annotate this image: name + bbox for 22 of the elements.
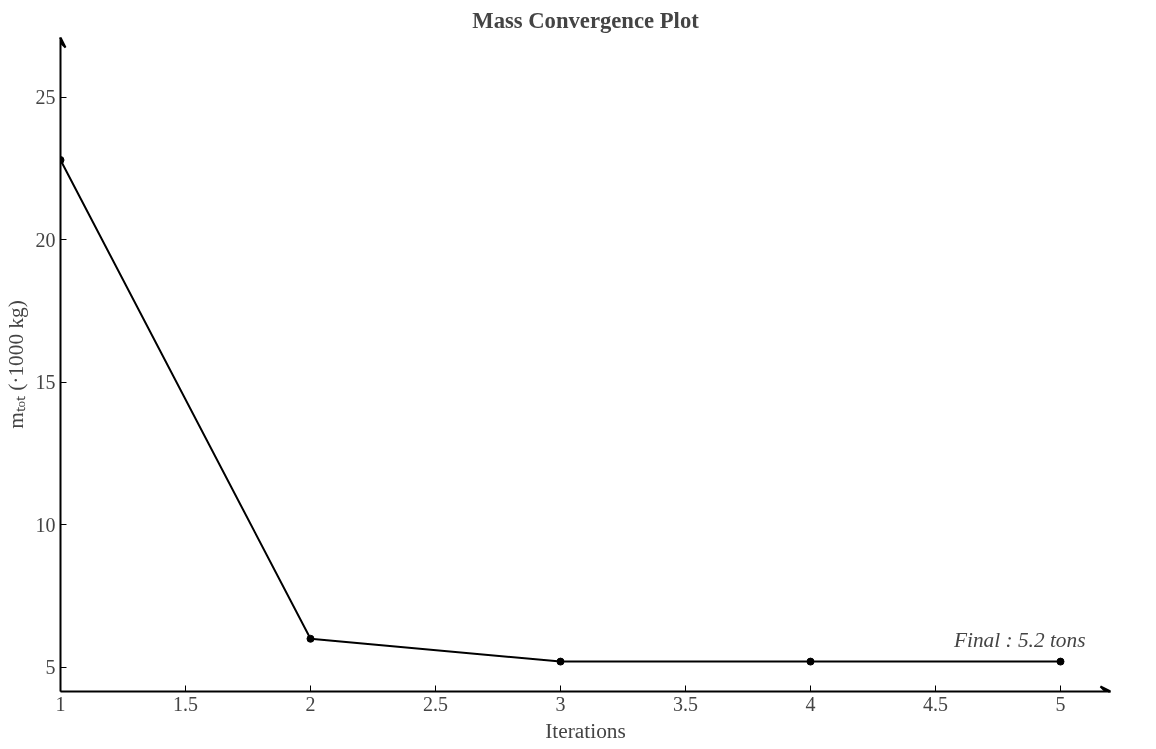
- y-tick-label: 20: [35, 228, 56, 251]
- x-tick-label: 3: [555, 692, 566, 715]
- point: [806, 657, 815, 666]
- y-tick-label: 10: [35, 513, 56, 536]
- x-tick-label: 1: [55, 692, 66, 715]
- x-tick-label: 3.5: [673, 692, 698, 715]
- annotation: Final : 5.2 tons: [952, 627, 1086, 652]
- y-tick-label: 15: [35, 371, 56, 394]
- x-tick-label: 2.5: [423, 692, 448, 715]
- point: [556, 657, 565, 666]
- x-tick-label: 4: [805, 692, 816, 715]
- x-axis-title: Iterations: [545, 718, 626, 743]
- x-tick-label: 5: [1055, 692, 1066, 715]
- y-tick-label: 25: [35, 86, 56, 109]
- x-tick-label: 1.5: [173, 692, 198, 715]
- point: [306, 634, 315, 643]
- y-axis-title: mₜₒₜ (·1000 kg): [3, 300, 28, 429]
- point: [1056, 657, 1065, 666]
- x-tick-label: 4.5: [923, 692, 948, 715]
- y-tick-label: 5: [45, 656, 56, 679]
- x-tick-label: 2: [305, 692, 316, 715]
- chart-title: Mass Convergence Plot: [472, 7, 700, 33]
